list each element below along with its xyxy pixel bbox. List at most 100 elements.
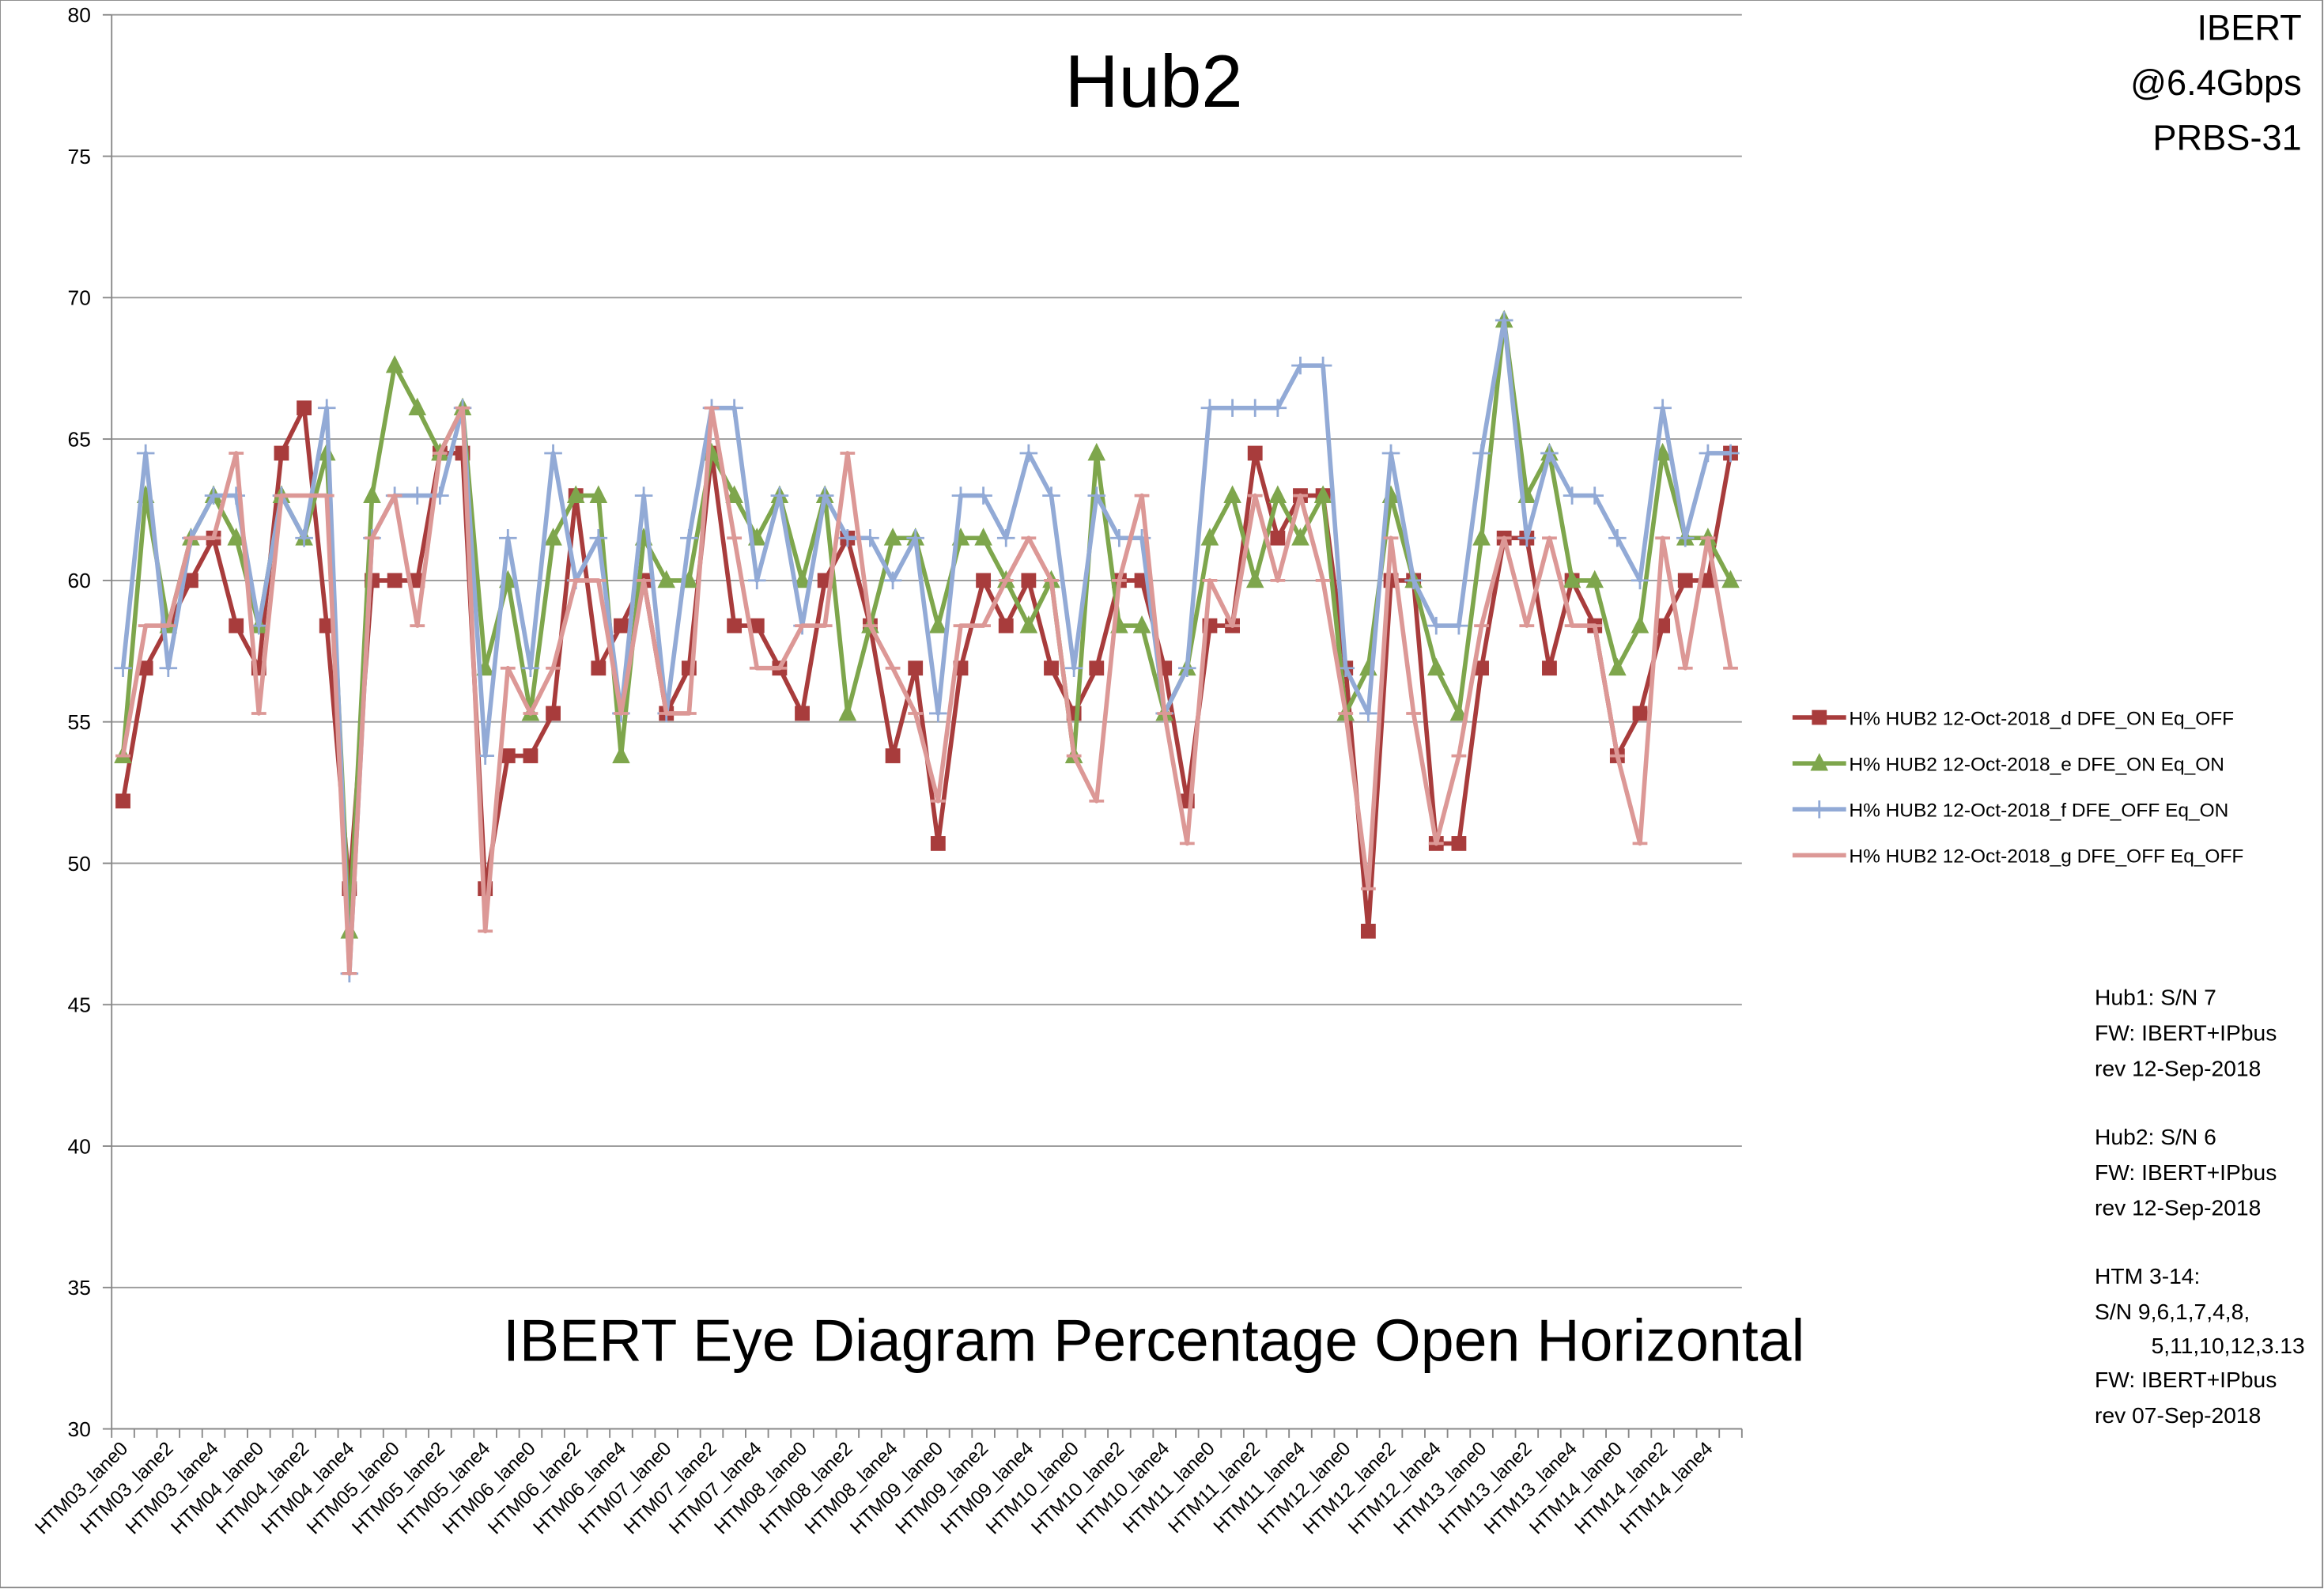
marker xyxy=(1404,571,1423,590)
note: Hub1: S/N 7 xyxy=(2095,985,2216,1010)
note: rev 07-Sep-2018 xyxy=(2095,1402,2261,1428)
marker xyxy=(1087,486,1106,505)
marker xyxy=(499,529,517,547)
marker xyxy=(115,793,130,809)
marker xyxy=(1268,485,1287,503)
marker xyxy=(297,400,312,416)
marker xyxy=(591,660,607,676)
marker xyxy=(1608,529,1627,547)
marker xyxy=(1064,659,1083,677)
marker xyxy=(838,702,857,721)
y-tick-label: 30 xyxy=(68,1417,91,1441)
marker xyxy=(1019,444,1038,463)
marker xyxy=(500,748,516,763)
marker xyxy=(114,659,132,677)
marker xyxy=(1676,529,1695,547)
marker xyxy=(1449,702,1468,721)
marker xyxy=(1427,657,1445,676)
marker xyxy=(908,660,924,676)
marker xyxy=(1200,399,1219,418)
marker xyxy=(727,618,743,634)
marker xyxy=(363,485,381,503)
marker xyxy=(136,444,155,463)
note: rev 12-Sep-2018 xyxy=(2095,1195,2261,1220)
corner-text: @6.4Gbps xyxy=(2130,62,2302,103)
marker xyxy=(998,618,1014,634)
marker xyxy=(385,355,404,373)
marker xyxy=(319,618,334,634)
note: HTM 3-14: xyxy=(2095,1263,2200,1288)
y-tick-label: 75 xyxy=(68,145,91,168)
y-tick-label: 45 xyxy=(68,993,91,1017)
marker xyxy=(1451,836,1467,851)
marker xyxy=(274,445,289,461)
marker xyxy=(1631,571,1649,590)
marker xyxy=(1563,486,1581,505)
marker xyxy=(589,485,608,503)
note: rev 12-Sep-2018 xyxy=(2095,1056,2261,1081)
marker xyxy=(1223,399,1241,418)
y-tick-label: 55 xyxy=(68,710,91,734)
marker xyxy=(1699,444,1717,463)
marker xyxy=(183,573,198,588)
marker xyxy=(521,659,540,677)
marker xyxy=(1677,573,1693,588)
marker xyxy=(1542,660,1557,676)
marker xyxy=(885,748,901,763)
marker xyxy=(138,660,153,676)
marker xyxy=(1042,486,1060,505)
marker xyxy=(1472,444,1491,463)
marker xyxy=(1721,444,1740,463)
marker xyxy=(1495,311,1513,330)
marker xyxy=(1563,569,1581,588)
marker xyxy=(1247,445,1263,461)
marker xyxy=(1178,659,1196,677)
series-line xyxy=(120,318,1733,934)
marker xyxy=(387,573,402,588)
marker xyxy=(544,528,562,546)
marker xyxy=(1313,485,1332,503)
series-line xyxy=(120,405,1733,976)
marker xyxy=(1089,660,1105,676)
y-tick-label: 50 xyxy=(68,852,91,876)
marker xyxy=(1021,573,1037,588)
legend-label: H% HUB2 12-Oct-2018_g DFE_OFF Eq_OFF xyxy=(1849,846,2243,868)
marker xyxy=(1517,529,1536,547)
marker xyxy=(1700,573,1716,588)
y-tick-label: 80 xyxy=(68,3,91,27)
marker xyxy=(546,706,561,721)
marker xyxy=(770,486,789,505)
marker xyxy=(974,486,992,505)
marker xyxy=(725,399,743,418)
marker xyxy=(883,571,902,590)
marker xyxy=(1721,569,1740,588)
marker xyxy=(1087,442,1106,461)
marker xyxy=(612,745,630,763)
marker xyxy=(1270,530,1286,546)
marker xyxy=(680,529,698,547)
marker xyxy=(1381,444,1400,463)
marker xyxy=(1632,706,1648,721)
y-tick-label: 35 xyxy=(68,1276,91,1300)
marker xyxy=(996,529,1015,547)
legend-marker xyxy=(1812,709,1827,725)
marker xyxy=(1291,528,1309,546)
chart-title: Hub2 xyxy=(1065,40,1243,123)
marker xyxy=(1132,615,1151,634)
marker xyxy=(544,444,562,463)
marker xyxy=(408,397,427,416)
marker xyxy=(1200,528,1219,546)
marker xyxy=(1472,528,1491,546)
note: FW: IBERT+IPbus xyxy=(2095,1367,2277,1392)
marker xyxy=(566,485,585,503)
marker xyxy=(883,528,902,546)
marker xyxy=(1223,485,1241,503)
marker xyxy=(1268,399,1287,418)
marker xyxy=(930,836,946,851)
marker xyxy=(229,618,244,634)
marker xyxy=(204,486,223,505)
y-tick-label: 65 xyxy=(68,428,91,452)
marker xyxy=(725,485,743,503)
marker xyxy=(523,748,538,763)
